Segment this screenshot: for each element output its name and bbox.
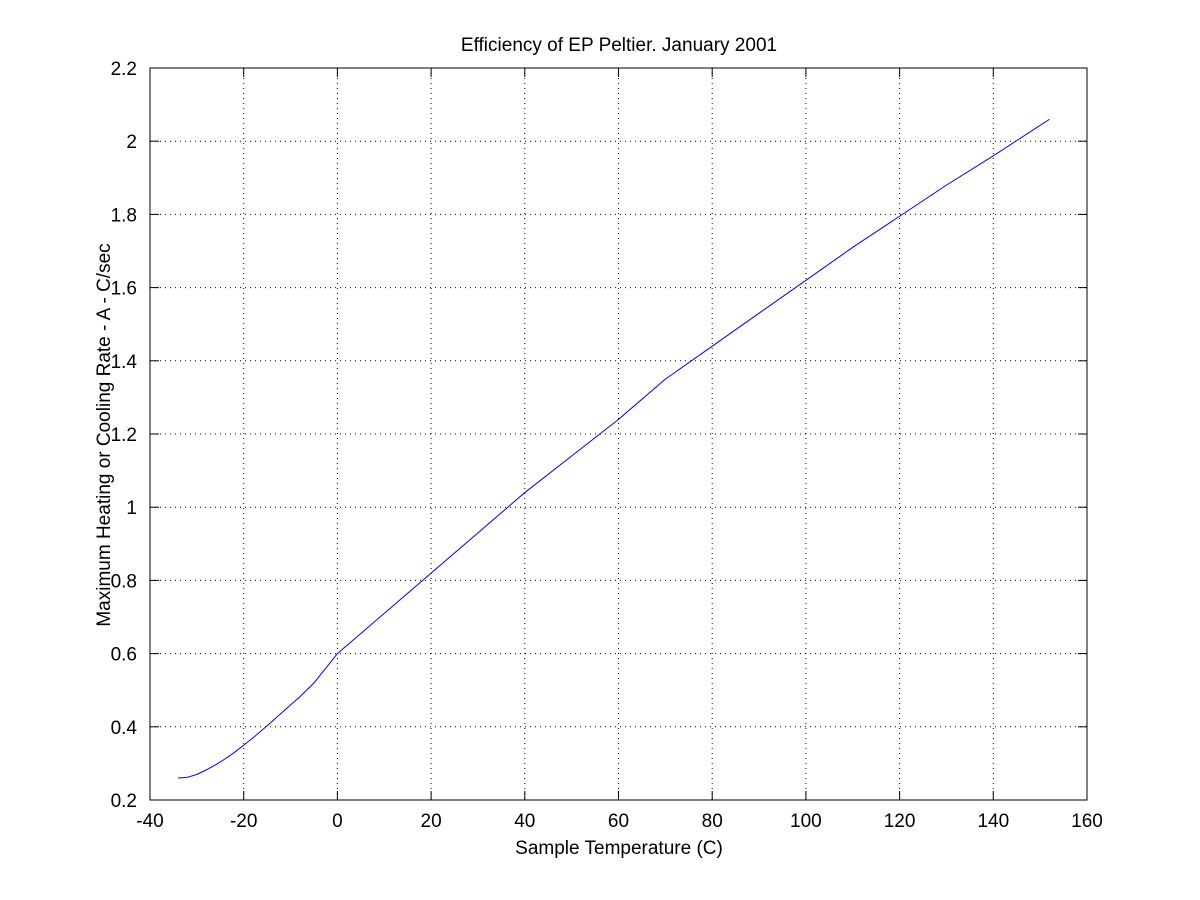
y-tick-label: 1.6: [111, 279, 137, 300]
x-tick-label: 140: [977, 811, 1009, 832]
x-tick-label: 80: [702, 811, 723, 832]
grid-lines: [150, 68, 1087, 800]
series-layer: [178, 118, 1050, 779]
y-tick-label: 0.6: [111, 645, 137, 666]
y-axis-title: Maximum Heating or Cooling Rate - A - C/…: [94, 243, 115, 626]
y-tick-label: 1.8: [111, 205, 137, 226]
y-tick-label: 0.4: [111, 718, 138, 739]
y-tick-label: 1.2: [111, 425, 137, 446]
y-tick-labels: 0.2 0.4 0.6 0.8 1 1.2 1.4 1.6 1.8 2 2.2: [111, 59, 138, 812]
y-tick-label: 1.4: [111, 352, 138, 373]
x-tick-label: 160: [1071, 811, 1103, 832]
chart-title: Efficiency of EP Peltier. January 2001: [461, 35, 777, 56]
x-tick-label: 40: [514, 811, 535, 832]
series-line: [178, 118, 1050, 779]
x-tick-label: -40: [136, 811, 163, 832]
tick-marks: [149, 67, 1088, 801]
y-tick-label: 0.8: [111, 571, 137, 592]
x-tick-label: 0: [332, 811, 343, 832]
y-tick-label: 0.2: [111, 791, 137, 812]
x-tick-label: 20: [421, 811, 442, 832]
x-tick-label: -20: [230, 811, 257, 832]
y-tick-label: 1: [126, 498, 137, 519]
x-tick-labels: -40 -20 0 20 40 60 80 100 120 140 160: [136, 811, 1103, 832]
x-tick-label: 100: [790, 811, 822, 832]
y-tick-label: 2: [126, 132, 137, 153]
x-tick-label: 120: [884, 811, 916, 832]
y-tick-label: 2.2: [111, 59, 137, 80]
x-axis-title: Sample Temperature (C): [515, 838, 723, 859]
x-tick-label: 60: [608, 811, 629, 832]
